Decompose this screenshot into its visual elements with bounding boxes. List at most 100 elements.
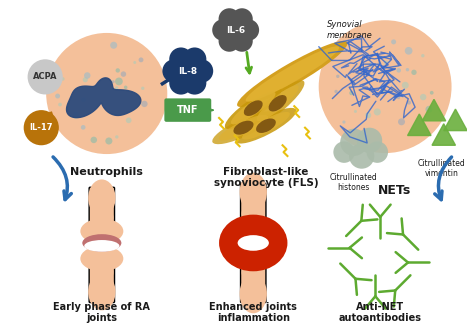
Ellipse shape — [232, 215, 275, 243]
Ellipse shape — [239, 173, 267, 212]
Circle shape — [212, 19, 234, 41]
Circle shape — [27, 59, 63, 94]
Circle shape — [73, 112, 79, 119]
Circle shape — [366, 141, 388, 163]
Circle shape — [407, 101, 411, 105]
Circle shape — [333, 141, 355, 163]
Ellipse shape — [242, 261, 265, 283]
Circle shape — [183, 71, 206, 94]
Ellipse shape — [219, 115, 268, 140]
Circle shape — [397, 96, 400, 99]
Circle shape — [365, 112, 371, 118]
Circle shape — [141, 101, 147, 107]
Circle shape — [218, 12, 253, 48]
Circle shape — [231, 8, 253, 30]
Ellipse shape — [88, 179, 116, 216]
Circle shape — [421, 54, 425, 57]
Circle shape — [170, 53, 205, 89]
Text: Fibroblast-like
synoviocyte (FLS): Fibroblast-like synoviocyte (FLS) — [214, 167, 318, 188]
Circle shape — [58, 103, 62, 107]
Text: IL-17: IL-17 — [29, 123, 53, 132]
Text: Neutrophils: Neutrophils — [70, 167, 143, 177]
Circle shape — [24, 110, 59, 145]
Ellipse shape — [232, 243, 275, 270]
Circle shape — [105, 137, 112, 145]
Ellipse shape — [212, 111, 275, 144]
Ellipse shape — [82, 234, 121, 252]
Circle shape — [406, 68, 409, 72]
Circle shape — [334, 90, 338, 93]
Circle shape — [190, 59, 213, 83]
Circle shape — [138, 57, 144, 62]
Circle shape — [219, 30, 240, 52]
Circle shape — [411, 70, 417, 75]
Ellipse shape — [244, 100, 263, 116]
Circle shape — [430, 91, 434, 95]
Circle shape — [374, 108, 381, 115]
Circle shape — [219, 8, 240, 30]
Circle shape — [121, 72, 126, 77]
FancyBboxPatch shape — [164, 98, 211, 122]
Polygon shape — [422, 99, 446, 121]
Circle shape — [81, 125, 85, 130]
Circle shape — [46, 33, 167, 154]
Circle shape — [420, 94, 427, 100]
Circle shape — [91, 137, 97, 143]
Circle shape — [115, 77, 123, 85]
Text: NETs: NETs — [378, 184, 411, 197]
Circle shape — [183, 48, 206, 71]
Circle shape — [396, 68, 401, 72]
Text: IL-8: IL-8 — [178, 67, 197, 75]
Circle shape — [169, 48, 193, 71]
Text: TNF: TNF — [177, 105, 199, 115]
Circle shape — [110, 42, 117, 49]
Ellipse shape — [269, 95, 287, 112]
Circle shape — [342, 120, 346, 124]
Text: Citrullinated
vimentin: Citrullinated vimentin — [418, 159, 465, 178]
Text: Synovial
membrane: Synovial membrane — [327, 20, 372, 40]
Ellipse shape — [219, 215, 287, 271]
Circle shape — [426, 106, 432, 113]
Circle shape — [391, 39, 396, 44]
Text: IL-6: IL-6 — [226, 26, 245, 34]
Ellipse shape — [84, 240, 119, 252]
Circle shape — [84, 72, 91, 79]
Ellipse shape — [233, 121, 254, 135]
FancyBboxPatch shape — [89, 252, 115, 302]
Circle shape — [231, 30, 253, 52]
FancyBboxPatch shape — [240, 183, 266, 234]
Circle shape — [405, 47, 412, 55]
Circle shape — [398, 118, 405, 125]
Circle shape — [55, 93, 60, 98]
FancyBboxPatch shape — [89, 187, 115, 238]
Circle shape — [349, 143, 374, 169]
FancyBboxPatch shape — [240, 252, 266, 302]
Ellipse shape — [88, 273, 116, 310]
Circle shape — [83, 77, 88, 82]
Circle shape — [349, 91, 354, 95]
Circle shape — [354, 110, 357, 113]
Circle shape — [141, 87, 145, 90]
Polygon shape — [66, 78, 141, 118]
Circle shape — [384, 61, 388, 65]
Circle shape — [336, 75, 339, 78]
Circle shape — [112, 80, 115, 83]
Ellipse shape — [237, 235, 269, 251]
Circle shape — [369, 63, 373, 67]
Circle shape — [169, 71, 193, 94]
Ellipse shape — [251, 80, 304, 126]
Ellipse shape — [90, 208, 114, 227]
Text: Early phase of RA
joints: Early phase of RA joints — [54, 301, 150, 323]
Circle shape — [237, 19, 259, 41]
Polygon shape — [444, 109, 467, 131]
Ellipse shape — [81, 246, 123, 271]
Ellipse shape — [239, 274, 267, 313]
Text: ACPA: ACPA — [33, 72, 57, 81]
Text: Anti-NET
autoantibodies: Anti-NET autoantibodies — [339, 301, 422, 323]
Circle shape — [115, 135, 118, 139]
Ellipse shape — [237, 41, 347, 107]
Circle shape — [81, 97, 86, 102]
Circle shape — [357, 128, 382, 153]
Ellipse shape — [242, 112, 290, 139]
Circle shape — [115, 86, 118, 90]
